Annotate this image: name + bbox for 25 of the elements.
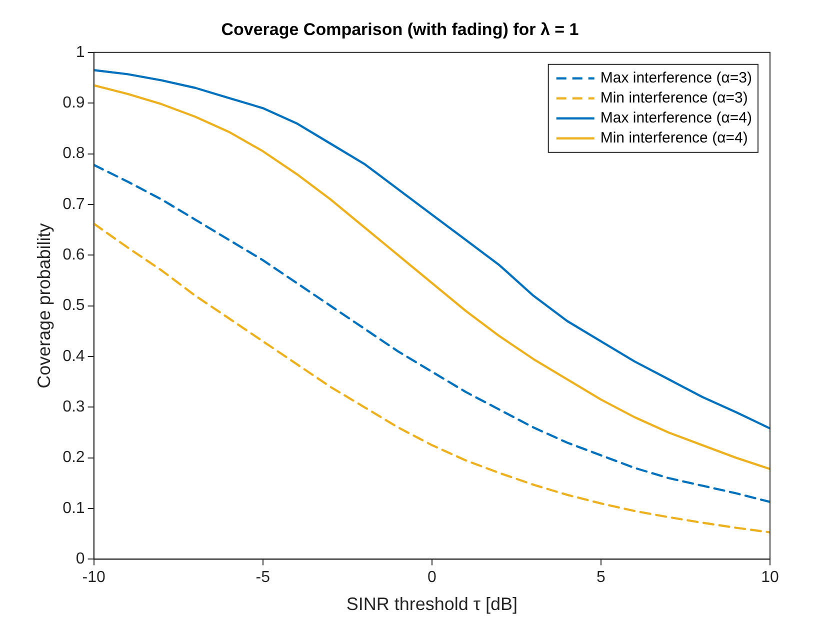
legend-label: Min interference (α=3) — [600, 90, 748, 107]
y-tick-label: 0.9 — [62, 94, 85, 112]
y-axis-title: Coverage probability — [34, 223, 54, 388]
y-tick-label: 0 — [76, 550, 85, 568]
x-tick-label: 10 — [761, 569, 779, 586]
y-tick-label: 1 — [76, 44, 85, 61]
legend-label: Max interference (α=3) — [600, 70, 752, 87]
x-axis-title: SINR threshold τ [dB] — [346, 594, 518, 614]
x-tick-label: -10 — [82, 569, 106, 586]
y-tick-label: 0.4 — [62, 348, 85, 365]
legend-label: Max interference (α=4) — [600, 110, 752, 127]
y-tick-label: 0.5 — [62, 297, 85, 314]
legend-label: Min interference (α=4) — [600, 130, 748, 147]
y-tick-label: 0.1 — [62, 500, 85, 517]
y-tick-label: 0.7 — [62, 196, 85, 213]
x-tick-label: 5 — [596, 569, 606, 586]
y-tick-label: 0.6 — [62, 246, 85, 264]
chart-title: Coverage Comparison (with fading) for λ = 1 — [221, 20, 579, 39]
line-series — [94, 164, 770, 504]
y-tick-label: 0.8 — [62, 145, 85, 162]
y-tick-label: 0.2 — [62, 449, 85, 466]
x-tick-label: 0 — [427, 569, 436, 586]
x-tick-label: -5 — [256, 569, 270, 586]
line-series — [94, 222, 770, 534]
y-tick-label: 0.3 — [62, 398, 85, 416]
